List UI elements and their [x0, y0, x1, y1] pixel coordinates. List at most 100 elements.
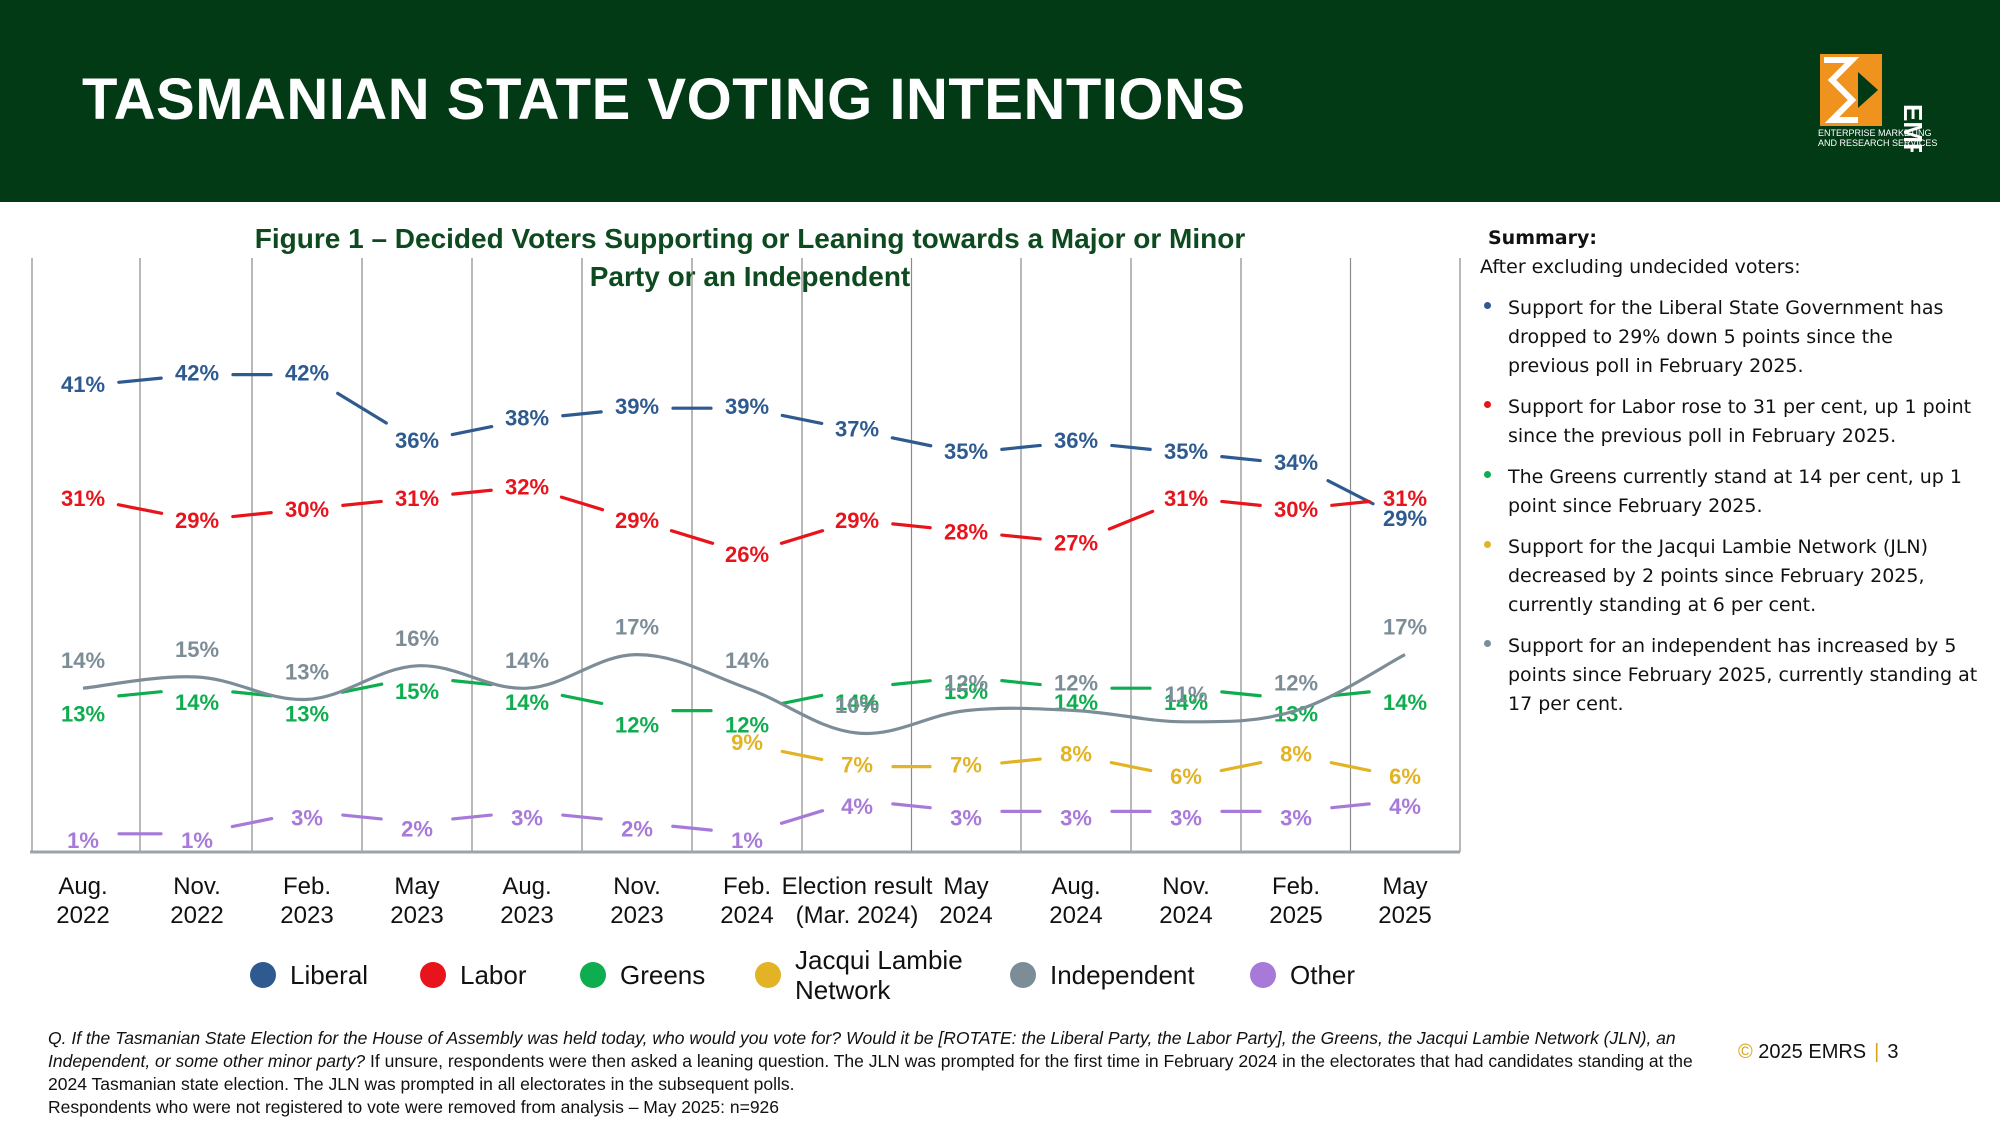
series-segment [341, 813, 383, 821]
data-label: 12% [1274, 671, 1318, 696]
legend-swatch [1010, 962, 1036, 988]
logo-caption: ENTERPRISE MARKETING AND RESEARCH SERVIC… [1818, 128, 1938, 148]
data-label: 14% [725, 648, 769, 673]
x-tick-label: May 2025 [1378, 873, 1431, 929]
data-label: 14% [505, 648, 549, 673]
x-tick-label-line: 2024 [1049, 902, 1102, 929]
gridlines [31, 258, 1461, 852]
x-tick-label: Election result (Mar. 2024) [782, 873, 933, 929]
data-label: 31% [61, 486, 105, 511]
series-segment [559, 495, 605, 512]
x-tick-label: Feb. 2023 [280, 873, 333, 929]
bullet-dot-icon [1484, 401, 1491, 408]
x-tick-label: Aug. 2023 [500, 873, 553, 929]
summary-intro: After excluding undecided voters: [1480, 256, 1801, 278]
series-liberal: 41% 42% 42% 36% 38% 39% 39% 37% 35% 36% 35% 34% 29% [61, 361, 1427, 532]
data-label: 14% [505, 690, 549, 715]
x-tick-label-line: (Mar. 2024) [796, 902, 919, 929]
series-other: 1% 1% 3% 2% 3% 2% 1% 4% 3% 3% 3% 3% 4% [67, 794, 1421, 853]
data-label: 30% [285, 497, 329, 522]
data-label: 7% [841, 753, 873, 778]
summary-bullet: Support for the Jacqui Lambie Network (J… [1480, 533, 1980, 620]
x-tick-label-line: Nov. [613, 873, 661, 900]
legend-label: Jacqui Lambie Network [795, 945, 963, 1005]
legend-swatch [580, 962, 606, 988]
bullet-dot-icon [1484, 302, 1491, 309]
series-segment [117, 690, 163, 698]
series-greens: 13% 14% 13%15% 14%12% 12%14% 15% 14% 14% 13% 14% [61, 679, 1427, 738]
series-segment [561, 410, 603, 418]
series-segment [1107, 509, 1155, 531]
data-label: 1% [181, 828, 213, 853]
x-tick-label-line: 2023 [390, 902, 443, 929]
legend-item-other: Other [1250, 940, 1355, 1010]
emrs-logo-icon: EMRS [1818, 52, 1926, 152]
series-segment [779, 529, 825, 545]
series-segment [891, 679, 932, 687]
data-label: 14% [61, 648, 105, 673]
data-label: 3% [950, 805, 982, 830]
summary-bullet-text: Support for the Jacqui Lambie Network (J… [1508, 536, 1929, 616]
series-segment [560, 693, 604, 706]
page-title: TASMANIAN STATE VOTING INTENTIONS [82, 67, 1246, 132]
x-tick-label-line: May [943, 873, 988, 900]
series-segment [1000, 443, 1042, 451]
data-label: 35% [1164, 439, 1208, 464]
x-tick-label-line: May [394, 873, 439, 900]
series-segment [451, 813, 493, 821]
summary-bullet: Support for an independent has increased… [1480, 632, 1980, 719]
series-segment [230, 816, 274, 829]
footnote-question: Q. If the Tasmanian State Election for t… [48, 1028, 1676, 1071]
data-label: 39% [615, 394, 659, 419]
data-label: 28% [944, 519, 988, 544]
data-label: 15% [395, 679, 439, 704]
series-segment [1330, 802, 1371, 810]
data-label: 29% [615, 508, 659, 533]
data-label: 17% [1383, 615, 1427, 640]
x-tick-label-line: Aug. [58, 873, 107, 900]
data-label: 34% [1274, 450, 1318, 475]
copyright-text: 2025 EMRS [1752, 1041, 1867, 1063]
x-tick-label-line: 2023 [500, 902, 553, 929]
data-label: 29% [1383, 506, 1427, 531]
x-tick-label-line: Election result [782, 873, 933, 900]
data-label: 3% [511, 805, 543, 830]
data-label: 30% [1274, 497, 1318, 522]
x-tick-label: Nov. 2023 [610, 873, 663, 929]
footer-divider: | [1874, 1041, 1880, 1063]
series-segment [336, 391, 388, 425]
series-labor: 31%29% 30% 31% 32%29%26%29% 28% 27%31% 30% 31% [61, 475, 1427, 567]
series-segment [1220, 455, 1262, 463]
x-tick-label: Nov. 2024 [1159, 873, 1212, 929]
summary-bullets: Support for the Liberal State Government… [1480, 294, 1980, 719]
header-banner: TASMANIAN STATE VOTING INTENTIONS [0, 0, 2000, 202]
summary-bullet-text: Support for Labor rose to 31 per cent, u… [1508, 396, 1972, 447]
data-label: 39% [725, 394, 769, 419]
series-jacqui-lambie-network: 9% 7% 7% 8% 6% 8% 6% [731, 730, 1421, 789]
data-label: 11% [1165, 682, 1208, 707]
data-label: 12% [1054, 671, 1098, 696]
data-label: 10% [835, 693, 879, 718]
data-label: 15% [175, 637, 219, 662]
series-segment [561, 813, 603, 821]
data-label: 27% [1054, 531, 1098, 556]
footnote-note: If unsure, respondents were then asked a… [48, 1051, 1693, 1094]
legend-item-greens: Greens [580, 940, 705, 1010]
series-segment [340, 682, 384, 694]
x-tick-label-line: 2025 [1269, 902, 1322, 929]
data-label: 32% [505, 475, 549, 500]
x-tick-label-line: 2023 [280, 902, 333, 929]
series-segment [891, 802, 932, 810]
data-label: 4% [841, 794, 873, 819]
data-label: 6% [1389, 764, 1421, 789]
summary-heading: Summary: [1488, 227, 1597, 249]
legend-label: Independent [1050, 960, 1195, 990]
x-tick-label: Aug. 2022 [56, 873, 109, 929]
series-segment [780, 693, 824, 706]
legend-swatch [755, 962, 781, 988]
series-segment [1326, 479, 1375, 506]
data-label: 3% [291, 805, 323, 830]
series-segment [890, 436, 933, 448]
x-tick-label-line: Nov. [1162, 873, 1210, 900]
